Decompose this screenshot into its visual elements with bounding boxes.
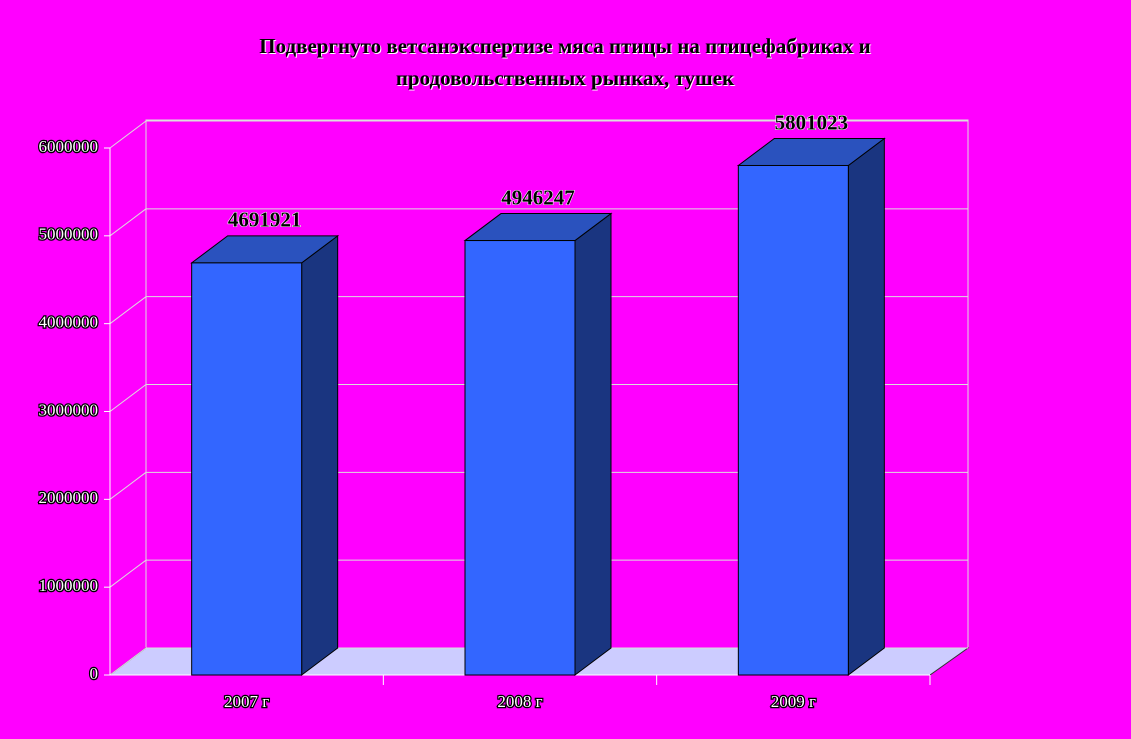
bar [737,164,849,676]
bar [464,240,576,676]
bar-side [847,137,885,676]
y-tick-label: 5000000 [39,225,99,244]
bar-side [301,234,339,676]
grid-line [109,296,147,325]
x-tick-label: 2009 г [771,692,816,711]
x-tick-label: 2008 г [497,692,542,711]
y-tick-label: 4000000 [39,313,99,332]
x-tick-label: 2007 г [224,692,269,711]
y-tick-label: 1000000 [39,576,99,595]
grid-line [109,120,147,149]
y-tick-label: 2000000 [39,488,99,507]
value-label: 5801023 [775,110,849,134]
value-label: 4946247 [501,185,575,209]
grid-line [109,647,147,676]
y-tick-label: 6000000 [39,137,99,156]
bar [191,262,303,676]
grid-line [109,471,147,500]
grid-line [109,559,147,588]
y-tick-label: 0 [90,664,99,683]
chart-title: Подвергнуто ветсанэкспертизе мяса птицы … [259,34,871,90]
bar-side [574,212,612,676]
grid-line [109,384,147,412]
grid-line [109,208,147,237]
value-label: 4691921 [228,208,302,232]
y-tick-label: 3000000 [39,400,99,419]
